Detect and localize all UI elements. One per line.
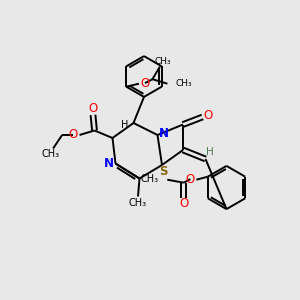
Text: CH₃: CH₃	[154, 57, 171, 66]
Text: N: N	[104, 157, 114, 170]
Text: H: H	[206, 147, 214, 158]
Text: CH₃: CH₃	[140, 174, 158, 184]
Text: O: O	[140, 76, 150, 90]
Text: O: O	[203, 109, 212, 122]
Text: O: O	[179, 197, 188, 210]
Text: O: O	[186, 172, 195, 186]
Text: H: H	[122, 120, 129, 130]
Text: CH₃: CH₃	[129, 197, 147, 208]
Text: O: O	[88, 102, 98, 116]
Text: CH₃: CH₃	[176, 79, 193, 88]
Text: O: O	[68, 128, 77, 142]
Text: N: N	[158, 127, 169, 140]
Text: CH₃: CH₃	[41, 149, 59, 159]
Text: S: S	[159, 165, 168, 178]
